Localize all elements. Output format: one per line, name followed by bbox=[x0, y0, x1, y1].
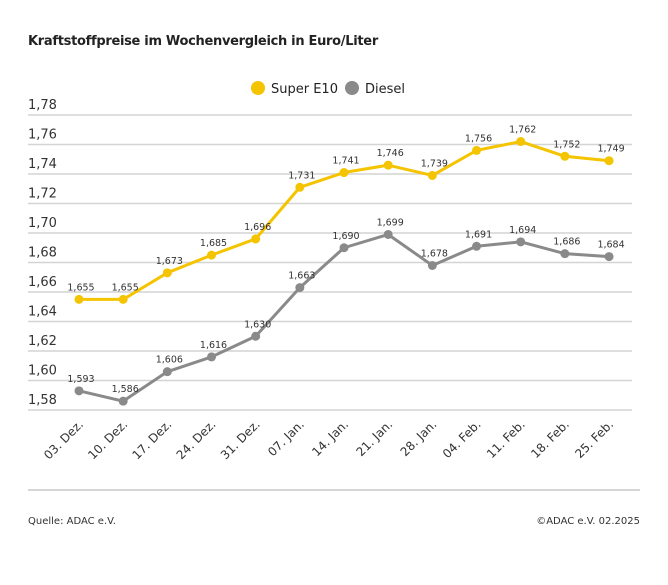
data-point bbox=[383, 229, 393, 239]
data-label: 1,749 bbox=[597, 144, 624, 155]
data-point bbox=[427, 260, 437, 270]
x-tick-label: 18. Feb. bbox=[528, 417, 572, 461]
data-point bbox=[472, 145, 482, 155]
data-point bbox=[207, 352, 217, 362]
y-tick-label: 1,58 bbox=[28, 393, 57, 408]
data-point bbox=[118, 294, 128, 304]
y-tick-label: 1,66 bbox=[28, 275, 57, 290]
data-point bbox=[604, 252, 614, 262]
data-label: 1,655 bbox=[112, 282, 139, 293]
x-tick-label: 04. Feb. bbox=[440, 417, 484, 461]
data-point bbox=[295, 182, 305, 192]
data-label: 1,752 bbox=[553, 139, 580, 150]
data-label: 1,655 bbox=[67, 282, 94, 293]
y-tick-label: 1,68 bbox=[28, 246, 57, 261]
x-tick-label: 14. Jan. bbox=[309, 417, 351, 459]
data-point bbox=[604, 156, 614, 166]
data-point bbox=[427, 170, 437, 180]
y-tick-label: 1,74 bbox=[28, 157, 57, 172]
data-label: 1,690 bbox=[332, 231, 359, 242]
data-point bbox=[207, 250, 217, 260]
data-label: 1,678 bbox=[421, 248, 448, 259]
data-label: 1,696 bbox=[244, 222, 271, 233]
source-note: Quelle: ADAC e.V. bbox=[28, 516, 116, 527]
data-point bbox=[339, 168, 349, 178]
data-point bbox=[251, 234, 261, 244]
data-label: 1,673 bbox=[156, 256, 183, 267]
data-label: 1,699 bbox=[377, 217, 404, 228]
data-label: 1,739 bbox=[421, 158, 448, 169]
legend-label: Super E10 bbox=[271, 82, 338, 97]
data-label: 1,586 bbox=[112, 384, 139, 395]
x-tick-label: 07. Jan. bbox=[265, 417, 307, 459]
legend-label: Diesel bbox=[365, 82, 405, 97]
data-point bbox=[516, 137, 526, 147]
y-tick-label: 1,62 bbox=[28, 334, 57, 349]
data-point bbox=[295, 283, 305, 293]
y-tick-label: 1,70 bbox=[28, 216, 57, 231]
data-label: 1,593 bbox=[67, 374, 94, 385]
y-tick-label: 1,64 bbox=[28, 305, 57, 320]
data-label: 1,741 bbox=[332, 156, 359, 167]
data-label: 1,731 bbox=[288, 170, 315, 181]
data-point bbox=[162, 268, 172, 278]
data-label: 1,762 bbox=[509, 125, 536, 136]
legend-marker bbox=[345, 81, 359, 95]
data-label: 1,691 bbox=[465, 229, 492, 240]
y-tick-label: 1,60 bbox=[28, 364, 57, 379]
x-tick-label: 11. Feb. bbox=[484, 417, 528, 461]
copyright-note: ©ADAC e.V. 02.2025 bbox=[536, 516, 640, 527]
data-label: 1,685 bbox=[200, 238, 227, 249]
data-label: 1,694 bbox=[509, 225, 536, 236]
data-label: 1,686 bbox=[553, 237, 580, 248]
x-tick-label: 03. Dez. bbox=[41, 417, 86, 462]
data-point bbox=[74, 386, 84, 396]
y-tick-label: 1,78 bbox=[28, 98, 57, 113]
data-point bbox=[251, 331, 261, 341]
data-point bbox=[516, 237, 526, 247]
x-tick-label: 31. Dez. bbox=[218, 417, 263, 462]
y-tick-label: 1,72 bbox=[28, 187, 57, 202]
data-point bbox=[472, 241, 482, 251]
x-tick-label: 24. Dez. bbox=[174, 417, 219, 462]
data-point bbox=[118, 396, 128, 406]
data-point bbox=[560, 151, 570, 161]
x-tick-label: 21. Jan. bbox=[353, 417, 395, 459]
data-point bbox=[339, 243, 349, 253]
legend-marker bbox=[251, 81, 265, 95]
x-tick-label: 17. Dez. bbox=[129, 417, 174, 462]
data-label: 1,746 bbox=[377, 148, 404, 159]
y-tick-label: 1,76 bbox=[28, 128, 57, 143]
data-label: 1,616 bbox=[200, 340, 227, 351]
data-label: 1,630 bbox=[244, 319, 271, 330]
data-label: 1,606 bbox=[156, 355, 183, 366]
x-tick-label: 10. Dez. bbox=[85, 417, 130, 462]
data-point bbox=[162, 367, 172, 377]
data-point bbox=[383, 160, 393, 170]
data-label: 1,663 bbox=[288, 271, 315, 282]
data-point bbox=[560, 249, 570, 259]
x-tick-label: 28. Jan. bbox=[398, 417, 440, 459]
data-point bbox=[74, 294, 84, 304]
x-tick-label: 25. Feb. bbox=[572, 417, 616, 461]
data-label: 1,756 bbox=[465, 133, 492, 144]
chart-title: Kraftstoffpreise im Wochenvergleich in E… bbox=[28, 34, 378, 49]
data-label: 1,684 bbox=[597, 240, 624, 251]
